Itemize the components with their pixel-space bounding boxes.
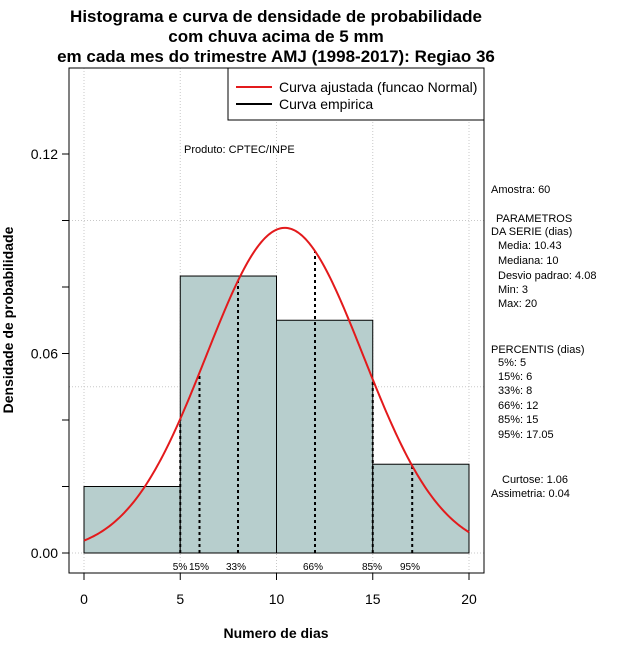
percentile-label-1: 15% — [189, 562, 209, 573]
x-tick-label-2: 10 — [269, 591, 285, 607]
legend-box — [227, 67, 485, 121]
histogram-bars — [83, 275, 470, 554]
histogram-bar-0 — [83, 486, 181, 554]
x-tick-label-3: 15 — [365, 591, 381, 607]
x-tick-label-0: 0 — [80, 591, 88, 607]
percentile-lines: 5% 15% 33% 66% 85% 95% — [173, 251, 420, 573]
x-axis: 0 5 10 15 20 — [80, 572, 477, 607]
stat-amostra: Amostra: 60 — [491, 184, 550, 196]
percentile-label-3: 66% — [303, 562, 323, 573]
product-note: Produto: CPTEC/INPE — [184, 144, 295, 156]
fitted-normal-curve — [83, 226, 470, 542]
legend: Curva ajustada (funcao Normal) Curva emp… — [227, 67, 485, 121]
legend-fitted-label: Curva ajustada (funcao Normal) — [279, 79, 477, 95]
y-axis-title: Densidade de probabilidade — [0, 226, 16, 413]
y-tick-label-0: 0.00 — [31, 545, 58, 561]
stat-assimetria: Assimetria: 0.04 — [491, 488, 570, 500]
stat-desvio: Desvio padrao: 4.08 — [498, 270, 596, 282]
histogram-bar-2 — [276, 319, 374, 554]
x-axis-title: Numero de dias — [223, 625, 328, 641]
stat-parametros-title-2: DA SERIE (dias) — [491, 226, 572, 238]
stat-p66: 66%: 12 — [498, 400, 538, 412]
legend-empirical-label: Curva empirica — [279, 96, 373, 112]
stat-p33: 33%: 8 — [498, 385, 532, 397]
histogram-bar-3 — [372, 463, 470, 554]
chart-title-line-3: em cada mes do trimestre AMJ (1998-2017)… — [57, 47, 495, 66]
stat-p15: 15%: 6 — [498, 371, 532, 383]
chart-title-line-2: com chuva acima de 5 mm — [168, 27, 383, 46]
percentile-label-4: 85% — [362, 562, 382, 573]
stat-max: Max: 20 — [498, 298, 537, 310]
histogram-bar-1 — [179, 275, 277, 554]
y-tick-label-1: 0.06 — [31, 346, 58, 362]
x-tick-label-1: 5 — [176, 591, 184, 607]
stat-p85: 85%: 15 — [498, 414, 538, 426]
percentile-label-5: 95% — [400, 562, 420, 573]
chart-title-line-1: Histograma e curva de densidade de proba… — [70, 7, 482, 26]
stat-curtose: Curtose: 1.06 — [502, 474, 568, 486]
stat-percentis-title: PERCENTIS (dias) — [491, 344, 585, 356]
stat-media: Media: 10.43 — [498, 240, 562, 252]
stat-min: Min: 3 — [498, 284, 528, 296]
percentile-label-2: 33% — [226, 562, 246, 573]
stat-p5: 5%: 5 — [498, 357, 526, 369]
percentile-label-0: 5% — [173, 562, 188, 573]
x-tick-label-4: 20 — [461, 591, 477, 607]
y-axis: 0.00 0.06 0.12 — [31, 146, 70, 561]
stats-panel: Amostra: 60 PARAMETROS DA SERIE (dias) M… — [491, 184, 596, 500]
stat-parametros-title-1: PARAMETROS — [496, 213, 572, 225]
stat-p95: 95%: 17.05 — [498, 429, 554, 441]
stat-mediana: Mediana: 10 — [498, 255, 559, 267]
y-tick-label-2: 0.12 — [31, 146, 58, 162]
